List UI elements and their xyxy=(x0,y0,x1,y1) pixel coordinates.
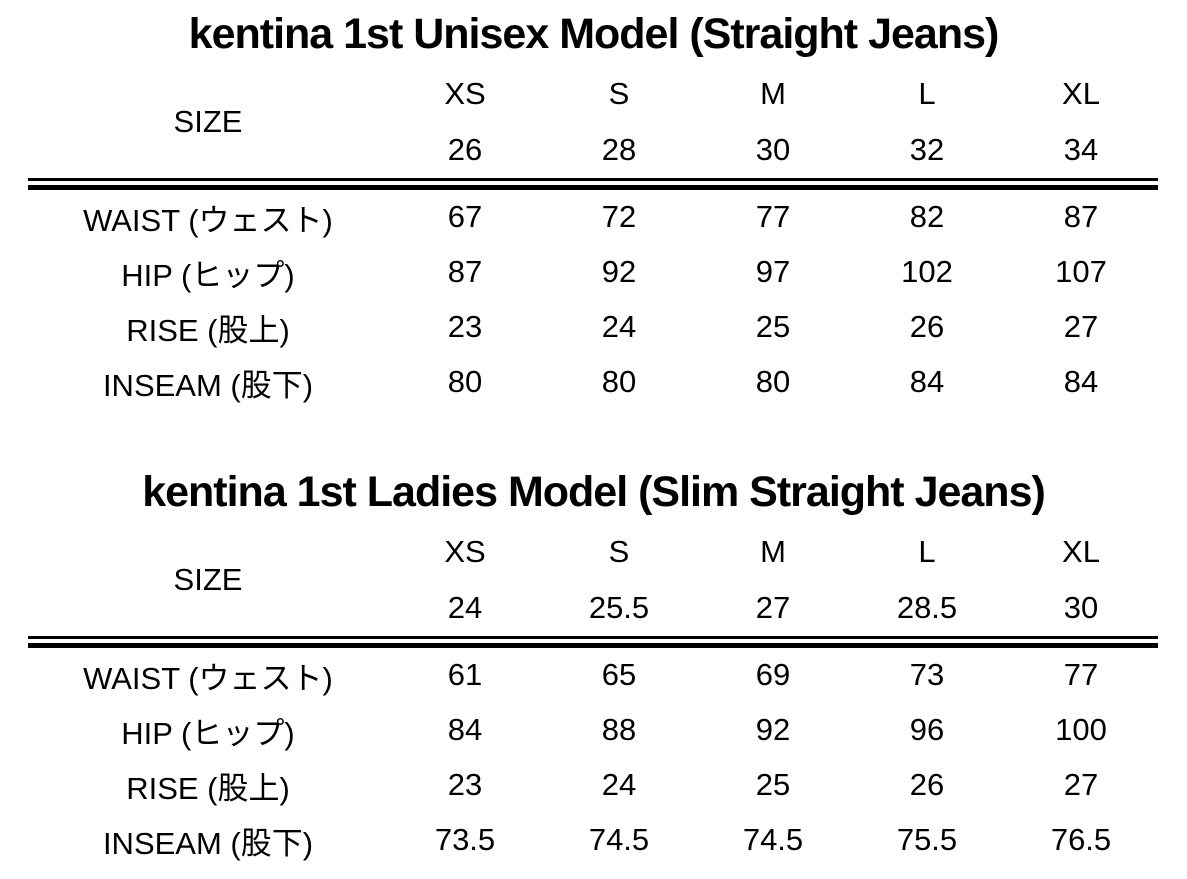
inseam-value-xl: 76.5 xyxy=(1050,822,1112,857)
hip-row: HIP (ヒップ) 87 92 97 102 107 xyxy=(28,245,1158,300)
size-code-row: SIZE XS S M L XL xyxy=(28,524,1158,597)
inseam-value-m: 80 xyxy=(755,364,791,400)
inseam-row: INSEAM (股下) 80 80 80 84 84 xyxy=(28,355,1158,410)
inseam-value-xs: 80 xyxy=(447,364,483,400)
row-label-hip: HIP (ヒップ) xyxy=(121,715,295,751)
inseam-value-xs: 73.5 xyxy=(434,822,496,857)
rise-value-xl: 27 xyxy=(1063,309,1099,345)
waist-value-m: 69 xyxy=(755,657,791,692)
rise-value-xl: 27 xyxy=(1063,767,1099,802)
hip-value-s: 88 xyxy=(601,712,637,747)
inseam-value-l: 75.5 xyxy=(896,822,958,857)
rise-value-xs: 23 xyxy=(447,309,483,345)
ladies-table-title: kentina 1st Ladies Model (Slim Straight … xyxy=(142,467,1046,516)
double-rule-row xyxy=(28,177,1158,190)
size-number-xs: 26 xyxy=(447,131,483,167)
hip-value-l: 102 xyxy=(901,254,953,290)
size-number-xl: 34 xyxy=(1063,131,1099,167)
inseam-value-xl: 84 xyxy=(1063,364,1099,400)
waist-value-xs: 61 xyxy=(447,657,483,692)
size-header-label: SIZE xyxy=(173,103,243,139)
waist-row: WAIST (ウェスト) 61 65 69 73 77 xyxy=(28,648,1158,703)
ladies-size-table: SIZE XS S M L XL 24 25.5 27 28.5 30 xyxy=(28,524,1158,868)
inseam-row: INSEAM (股下) 73.5 74.5 74.5 75.5 76.5 xyxy=(28,813,1158,868)
hip-value-xs: 84 xyxy=(447,712,483,747)
inseam-value-l: 84 xyxy=(909,364,945,400)
hip-value-m: 97 xyxy=(755,254,791,290)
row-label-hip: HIP (ヒップ) xyxy=(121,257,295,293)
rise-value-l: 26 xyxy=(909,767,945,802)
waist-value-m: 77 xyxy=(755,199,791,235)
size-code-xs: XS xyxy=(444,75,486,111)
rise-row: RISE (股上) 23 24 25 26 27 xyxy=(28,758,1158,813)
size-number-l: 28.5 xyxy=(896,589,958,625)
size-number-xl: 30 xyxy=(1063,589,1099,625)
hip-value-xs: 87 xyxy=(447,254,483,290)
double-rule xyxy=(28,177,1158,190)
hip-value-xl: 100 xyxy=(1055,712,1107,747)
inseam-value-s: 74.5 xyxy=(588,822,650,857)
size-number-l: 32 xyxy=(909,131,945,167)
rise-value-s: 24 xyxy=(601,767,637,802)
waist-row: WAIST (ウェスト) 67 72 77 82 87 xyxy=(28,190,1158,245)
row-label-rise: RISE (股上) xyxy=(126,770,290,806)
hip-value-s: 92 xyxy=(601,254,637,290)
hip-value-l: 96 xyxy=(909,712,945,747)
unisex-size-table-section: kentina 1st Unisex Model (Straight Jeans… xyxy=(0,8,1187,410)
rise-value-l: 26 xyxy=(909,309,945,345)
size-number-s: 28 xyxy=(601,131,637,167)
waist-value-xl: 77 xyxy=(1063,657,1099,692)
waist-value-s: 65 xyxy=(601,657,637,692)
size-number-xs: 24 xyxy=(447,589,483,625)
waist-value-xs: 67 xyxy=(447,199,483,235)
hip-row: HIP (ヒップ) 84 88 92 96 100 xyxy=(28,703,1158,758)
double-rule xyxy=(28,635,1158,648)
rule-thick-line xyxy=(28,642,1158,648)
size-header-label: SIZE xyxy=(173,561,243,597)
size-number-row: 24 25.5 27 28.5 30 xyxy=(28,580,1158,636)
rule-thin-line xyxy=(28,177,1158,181)
size-code-xs: XS xyxy=(444,533,486,569)
size-code-l: L xyxy=(918,75,936,111)
hip-value-xl: 107 xyxy=(1055,254,1107,290)
size-number-m: 30 xyxy=(755,131,791,167)
rule-thin-line xyxy=(28,635,1158,639)
double-rule-row xyxy=(28,635,1158,648)
rise-value-s: 24 xyxy=(601,309,637,345)
inseam-value-s: 80 xyxy=(601,364,637,400)
size-code-row: SIZE XS S M L XL xyxy=(28,66,1158,139)
row-label-rise: RISE (股上) xyxy=(126,312,290,348)
size-code-m: M xyxy=(760,533,786,569)
waist-value-s: 72 xyxy=(601,199,637,235)
rise-value-xs: 23 xyxy=(447,767,483,802)
size-code-m: M xyxy=(760,75,786,111)
rise-value-m: 25 xyxy=(755,309,791,345)
size-number-row: 26 28 30 32 34 xyxy=(28,122,1158,178)
size-code-s: S xyxy=(608,75,630,111)
ladies-size-table-section: kentina 1st Ladies Model (Slim Straight … xyxy=(0,466,1187,868)
unisex-table-title: kentina 1st Unisex Model (Straight Jeans… xyxy=(188,10,1000,58)
size-code-l: L xyxy=(918,533,936,569)
inseam-value-m: 74.5 xyxy=(742,822,804,857)
waist-value-l: 73 xyxy=(909,657,945,692)
rise-value-m: 25 xyxy=(755,767,791,802)
row-label-inseam: INSEAM (股下) xyxy=(102,825,314,861)
size-code-s: S xyxy=(608,533,630,569)
size-number-s: 25.5 xyxy=(588,589,650,625)
waist-value-l: 82 xyxy=(909,199,945,235)
waist-value-xl: 87 xyxy=(1063,199,1099,235)
unisex-size-table: SIZE XS S M L XL 26 28 30 32 34 xyxy=(28,66,1158,410)
hip-value-m: 92 xyxy=(755,712,791,747)
rule-thick-line xyxy=(28,184,1158,190)
size-code-xl: XL xyxy=(1062,533,1100,569)
size-number-m: 27 xyxy=(755,589,791,625)
row-label-waist: WAIST (ウェスト) xyxy=(83,660,333,696)
rise-row: RISE (股上) 23 24 25 26 27 xyxy=(28,300,1158,355)
row-label-waist: WAIST (ウェスト) xyxy=(83,202,333,238)
size-code-xl: XL xyxy=(1062,75,1100,111)
row-label-inseam: INSEAM (股下) xyxy=(102,367,314,403)
